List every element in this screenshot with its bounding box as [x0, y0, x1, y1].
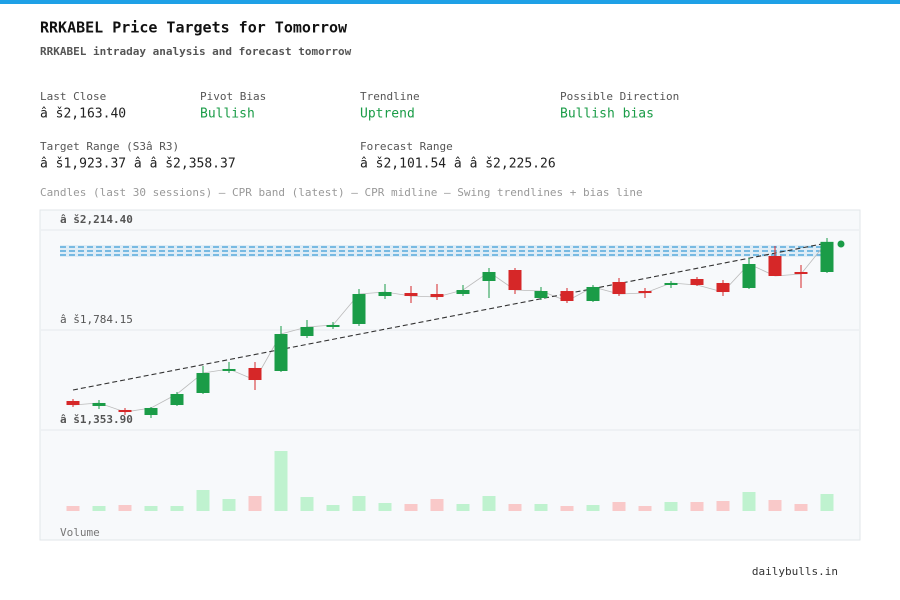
candle-body — [300, 326, 314, 337]
stat-value: â š1,923.37 â â š2,358.37 — [40, 157, 236, 172]
candle-body — [326, 324, 340, 327]
bias-point — [837, 240, 845, 248]
y-tick-label: â š2,214.40 — [60, 213, 133, 226]
stat-label: Possible Direction — [560, 90, 679, 103]
volume-label: Volume — [60, 526, 100, 539]
candle-body — [222, 368, 236, 371]
candle-body — [66, 400, 80, 406]
chart-panel — [39, 209, 861, 541]
candle-body — [144, 407, 158, 416]
stat-label: Target Range (S3â R3) — [40, 140, 179, 153]
y-tick-label: â š1,353.90 — [60, 413, 133, 426]
volume-bar — [794, 504, 808, 511]
stat-label: Forecast Range — [360, 140, 453, 153]
candle-body — [430, 294, 444, 298]
volume-bar — [716, 501, 730, 511]
candle-body — [742, 264, 756, 288]
plot: â š2,214.40 â š1,784.15 â š1,353.90 Volume — [41, 213, 859, 539]
volume-bar — [352, 496, 366, 511]
candle-body — [404, 293, 418, 297]
volume-bar — [482, 496, 496, 511]
volume-bar — [508, 504, 522, 511]
candle-body — [664, 282, 678, 285]
subtitle: RRKABEL intraday analysis and forecast t… — [40, 45, 352, 58]
volume-bar — [300, 497, 314, 511]
volume-bar — [742, 492, 756, 511]
stat-label: Pivot Bias — [200, 90, 266, 103]
candle-body — [248, 367, 262, 381]
candle-body — [586, 286, 600, 302]
y-tick-label: â š1,784.15 — [60, 313, 133, 326]
candle-body — [560, 291, 574, 302]
volume-bar — [274, 451, 288, 511]
candle-body — [534, 291, 548, 299]
stat-value: Bullish — [200, 107, 255, 122]
volume-bar — [690, 502, 704, 511]
volume-bar — [222, 499, 236, 511]
candle-body — [690, 278, 704, 285]
cpr-band — [60, 244, 830, 258]
candle-body — [794, 271, 808, 274]
candle-body — [482, 271, 496, 281]
volume-bar — [456, 504, 470, 511]
stat-value: â š2,101.54 â â š2,225.26 — [360, 157, 556, 172]
candle-body — [352, 294, 366, 324]
stat-label: Trendline — [360, 90, 420, 103]
volume-bar — [404, 504, 418, 511]
caption: Candles (last 30 sessions) – CPR band (l… — [40, 186, 643, 199]
candle-body — [716, 282, 730, 293]
candle-body — [196, 372, 210, 393]
volume-bar — [378, 503, 392, 511]
volume-bar — [170, 506, 184, 511]
candle-body — [378, 292, 392, 297]
volume-bar — [326, 505, 340, 511]
candle-body — [508, 270, 522, 291]
trendline — [72, 242, 828, 391]
footer: dailybulls.in — [752, 565, 838, 578]
candle-body — [92, 402, 106, 406]
candle-body — [768, 256, 782, 276]
stat-value: â š2,163.40 — [40, 107, 126, 122]
volume-bar — [430, 499, 444, 511]
candle-body — [118, 409, 132, 413]
stat-value: Bullish bias — [560, 107, 654, 122]
volume-bar — [196, 490, 210, 511]
top-bar — [0, 0, 900, 4]
volume-bar — [664, 502, 678, 511]
volume-bar — [768, 500, 782, 511]
volume-bar — [638, 506, 652, 511]
stat-label: Last Close — [40, 90, 106, 103]
stat-value: Uptrend — [360, 107, 415, 122]
volume-bar — [820, 494, 834, 511]
volume-bar — [144, 506, 158, 511]
volume-bar — [118, 505, 132, 511]
candle-body — [456, 290, 470, 295]
volume-bar — [586, 505, 600, 511]
candle-body — [638, 291, 652, 294]
volume-bar — [534, 504, 548, 511]
title: RRKABEL Price Targets for Tomorrow — [40, 19, 348, 37]
volume-bar — [612, 502, 626, 511]
candle-body — [612, 281, 626, 295]
volume-bar — [248, 496, 262, 511]
candle-body — [274, 334, 288, 371]
volume-bar — [66, 506, 80, 511]
volume-bar — [560, 506, 574, 511]
candle-body — [820, 241, 834, 272]
volume-bar — [92, 506, 106, 511]
candle-body — [170, 393, 184, 406]
